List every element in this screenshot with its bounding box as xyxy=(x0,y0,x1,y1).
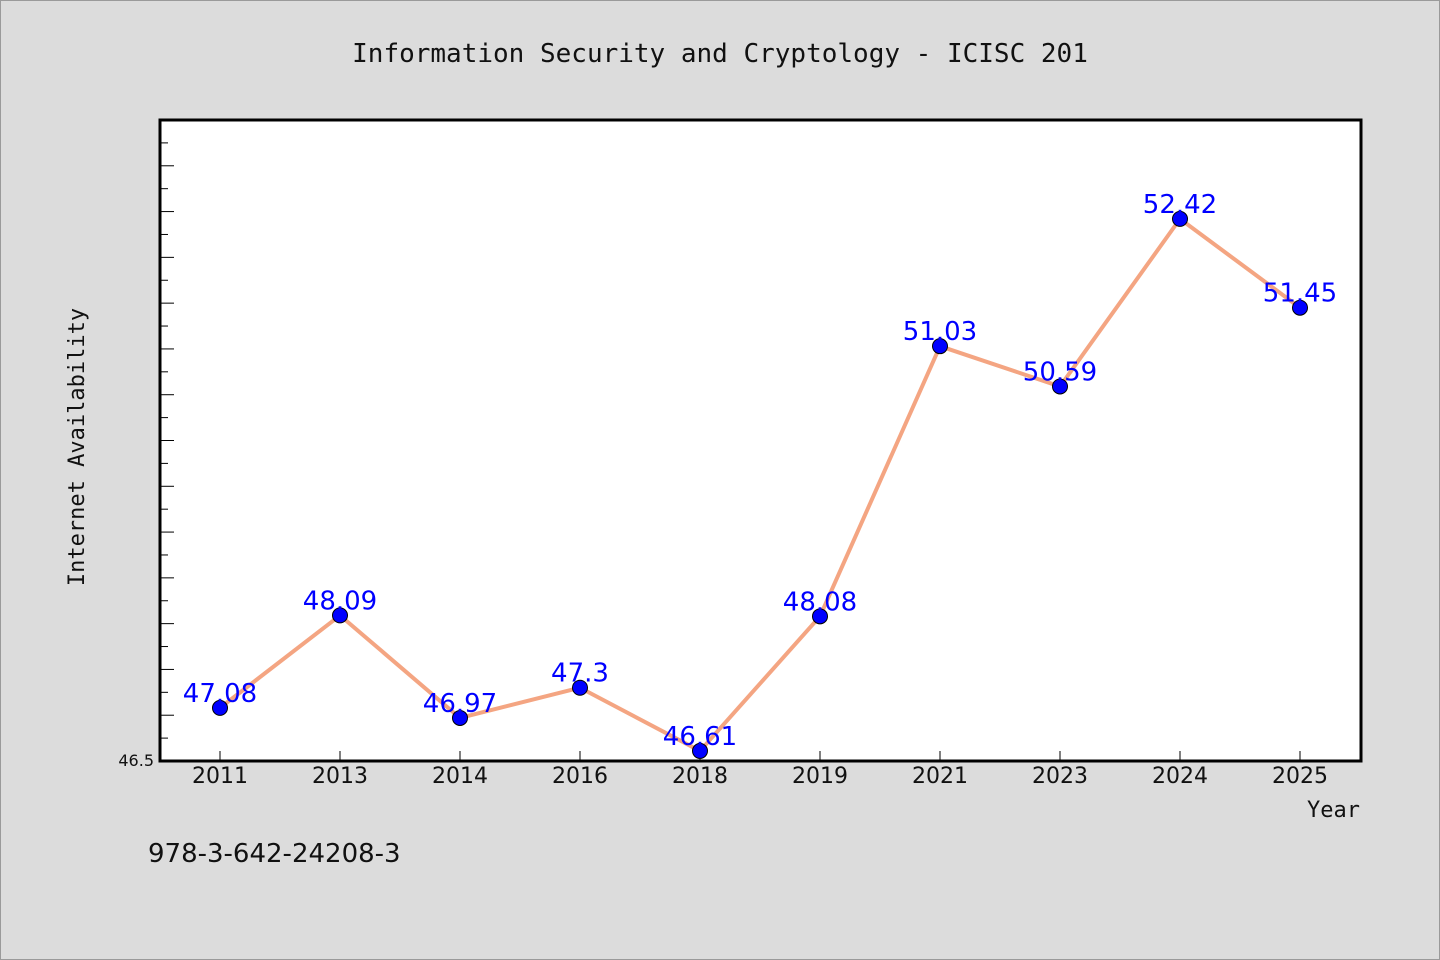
x-tick-label: 2019 xyxy=(792,764,848,789)
data-value-label: 48.09 xyxy=(303,586,377,616)
plot-area xyxy=(158,118,1363,763)
data-value-label: 47.08 xyxy=(183,679,257,709)
series-polyline xyxy=(218,216,1302,753)
data-value-label: 46.61 xyxy=(663,722,737,752)
x-tick-label: 2021 xyxy=(912,764,968,789)
data-point xyxy=(212,699,228,716)
series-line xyxy=(218,216,1302,753)
data-value-label: 52.42 xyxy=(1143,190,1217,220)
data-point xyxy=(932,338,948,355)
x-tick-label: 2018 xyxy=(672,764,728,789)
data-value-label: 46.97 xyxy=(423,689,497,719)
x-tick-label: 2025 xyxy=(1272,764,1328,789)
data-point xyxy=(812,608,828,625)
y-tick-label: 46.5 xyxy=(118,751,154,770)
y-axis-ticks xyxy=(160,119,174,762)
x-tick-label: 2024 xyxy=(1152,764,1208,789)
x-tick-label: 2016 xyxy=(552,764,608,789)
data-point xyxy=(572,679,588,696)
x-axis-ticks: 2011 2013 2014 2016 2018 2019 2021 2023 2024 2025 xyxy=(192,751,1328,789)
chart-title: Information Security and Cryptology - IC… xyxy=(352,39,1088,69)
data-value-label: 47.3 xyxy=(551,659,609,689)
y-axis-title: Internet Availability xyxy=(65,308,90,586)
data-point xyxy=(1292,299,1308,316)
x-tick-label: 2023 xyxy=(1032,764,1088,789)
x-tick-label: 2013 xyxy=(312,764,368,789)
x-tick-label: 2014 xyxy=(432,764,488,789)
x-tick-label: 2011 xyxy=(192,764,248,789)
data-point xyxy=(1172,210,1188,227)
data-value-label: 51.03 xyxy=(903,317,977,347)
data-value-label: 50.59 xyxy=(1023,357,1097,387)
data-point xyxy=(1052,378,1068,395)
data-labels: 47.08 48.09 46.97 47.3 46.61 48.08 51.03 50.59 5… xyxy=(183,190,1337,752)
data-points xyxy=(212,210,1308,759)
data-value-label: 48.08 xyxy=(783,587,857,617)
data-point xyxy=(332,607,348,624)
isbn-label: 978-3-642-24208-3 xyxy=(148,839,401,869)
data-point xyxy=(452,709,468,726)
data-point xyxy=(692,742,708,759)
x-axis-title: Year xyxy=(1307,798,1360,823)
data-value-label: 51.45 xyxy=(1263,279,1337,309)
